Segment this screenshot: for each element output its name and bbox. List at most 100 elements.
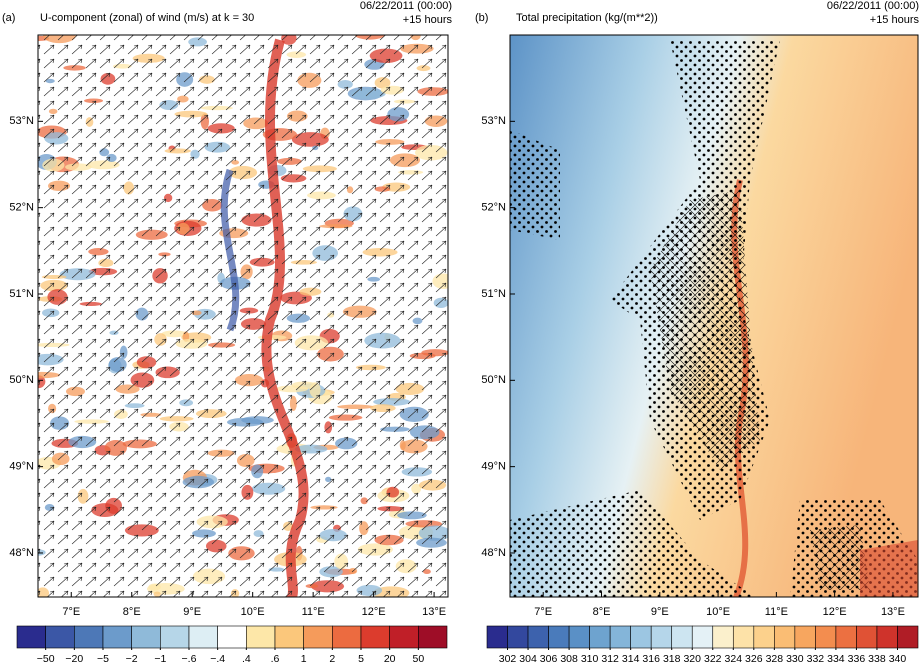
colorbar-label: .4 (242, 653, 251, 663)
x-tick-label: 8°E (593, 606, 611, 618)
colorbar-box (507, 625, 529, 649)
colorbar-label: −5 (97, 653, 109, 663)
colorbar-label: 336 (848, 653, 866, 663)
colorbar-box (486, 625, 508, 649)
colorbar-box (609, 625, 631, 649)
colorbar-box (897, 625, 919, 649)
colorbar-label: 314 (622, 653, 640, 663)
x-tick-label: 12°E (823, 606, 847, 618)
colorbar-box (527, 625, 549, 649)
panel-label: (b) (475, 12, 488, 24)
colorbar-label: 326 (745, 653, 763, 663)
x-tick-label: 9°E (651, 606, 669, 618)
colorbar-label: 50 (412, 653, 424, 663)
colorbar-box (794, 625, 816, 649)
y-tick-label: 51°N (481, 288, 506, 300)
y-tick-label: 52°N (481, 202, 506, 214)
colorbar-box (774, 625, 796, 649)
colorbar-label: 20 (384, 653, 396, 663)
x-tick-label: 13°E (881, 606, 905, 618)
colorbar-label: 316 (642, 653, 660, 663)
x-tick-label: 10°E (241, 606, 265, 618)
colorbar-label: −2 (126, 653, 138, 663)
x-tick-label: 7°E (534, 606, 552, 618)
colorbar-box (418, 625, 448, 649)
colorbar-label: 332 (807, 653, 825, 663)
x-tick-label: 12°E (362, 606, 386, 618)
lead-time: +15 hours (870, 14, 920, 26)
colorbar-box (671, 625, 693, 649)
y-tick-label: 48°N (481, 547, 506, 559)
colorbar-label: 328 (766, 653, 784, 663)
colorbar-label: −.6 (182, 653, 197, 663)
map-frame (37, 34, 449, 598)
y-tick-label: 53°N (481, 115, 506, 127)
panel-title: U-component (zonal) of wind (m/s) at k =… (40, 12, 254, 24)
colorbar-label: 322 (704, 653, 722, 663)
colorbar-label: 320 (683, 653, 701, 663)
colorbar-box (360, 625, 390, 649)
x-tick-label: 8°E (123, 606, 141, 618)
y-tick-label: 49°N (9, 461, 34, 473)
colorbar-box (691, 625, 714, 649)
y-tick-label: 50°N (9, 374, 34, 386)
panel-b-field (510, 35, 918, 597)
x-tick-label: 9°E (183, 606, 201, 618)
colorbar-label: 308 (560, 653, 578, 663)
colorbar-label: −20 (65, 653, 83, 663)
colorbar-box (16, 625, 46, 649)
x-tick-label: 7°E (62, 606, 80, 618)
colorbar-label: 5 (358, 653, 364, 663)
colorbar-label: −1 (154, 653, 166, 663)
colorbar-box (876, 625, 898, 649)
colorbar-label: 310 (581, 653, 599, 663)
colorbar-label: 324 (725, 653, 743, 663)
colorbar-box (548, 625, 570, 649)
colorbar-box (650, 625, 673, 649)
y-tick-label: 49°N (481, 461, 506, 473)
colorbar-box (815, 625, 837, 649)
y-tick-label: 52°N (9, 202, 34, 214)
colorbar-box (102, 625, 132, 649)
colorbar-box (568, 625, 590, 649)
colorbar-label: 1 (301, 653, 307, 663)
colorbar-box (246, 625, 276, 649)
map-frame (509, 34, 919, 598)
date: 06/22/2011 (00:00) (827, 0, 919, 12)
colorbar-label: 2 (329, 653, 335, 663)
lead-time: +15 hours (403, 14, 453, 26)
y-tick-label: 50°N (481, 374, 506, 386)
x-tick-label: 11°E (765, 606, 788, 618)
y-tick-label: 53°N (9, 115, 34, 127)
x-tick-label: 13°E (422, 606, 446, 618)
colorbar-box (630, 625, 652, 649)
colorbar-label: 340 (889, 653, 907, 663)
colorbar-box (732, 625, 755, 649)
colorbar-box (274, 625, 304, 649)
colorbar-box (835, 625, 857, 649)
colorbar-box (45, 625, 75, 649)
colorbar-label: 334 (827, 653, 845, 663)
colorbar-box (217, 625, 247, 649)
panel-a-field (38, 35, 448, 597)
panel-title: Total precipitation (kg/(m**2)) (516, 12, 658, 24)
colorbar-box (74, 625, 104, 649)
colorbar-label: 318 (663, 653, 681, 663)
y-tick-label: 51°N (9, 288, 34, 300)
colorbar-box (188, 625, 218, 649)
date: 06/22/2011 (00:00) (360, 0, 452, 12)
colorbar-label: .6 (271, 653, 280, 663)
colorbar-box (303, 625, 333, 649)
colorbar-label: 312 (601, 653, 619, 663)
colorbar-box (712, 625, 734, 649)
y-tick-label: 48°N (9, 547, 34, 559)
colorbar-label: 306 (540, 653, 558, 663)
colorbar-box (332, 625, 362, 649)
colorbar-label: −.4 (210, 653, 225, 663)
x-tick-label: 11°E (302, 606, 325, 618)
colorbar-label: 338 (868, 653, 886, 663)
colorbar-label: 330 (786, 653, 804, 663)
colorbar-label: 302 (499, 653, 517, 663)
colorbar-box (160, 625, 190, 649)
